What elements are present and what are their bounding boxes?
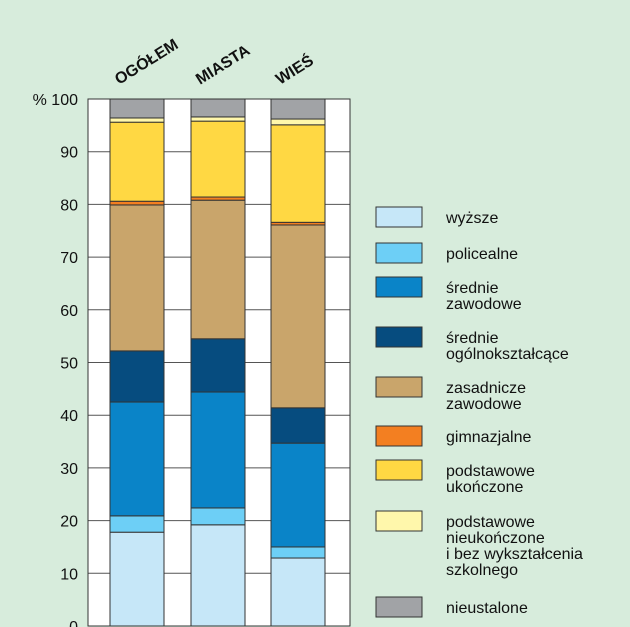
legend-swatch xyxy=(375,459,423,481)
bar-segment xyxy=(109,121,165,202)
bar-segment xyxy=(109,98,165,119)
legend-label: podstawowe ukończone xyxy=(446,463,535,496)
x-tick-label: OGÓŁEM xyxy=(111,35,181,89)
y-tick-label: 50 xyxy=(60,356,78,373)
x-tick-label: WIEŚ xyxy=(272,50,317,88)
legend-label: nieustalone xyxy=(446,600,528,617)
legend-label: średnie ogólnokształcące xyxy=(446,330,569,363)
y-tick-label: 80 xyxy=(60,197,78,214)
bar-segment xyxy=(190,120,246,198)
legend-swatch xyxy=(375,276,423,298)
y-tick-label: 10 xyxy=(60,566,78,583)
legend-swatch xyxy=(375,510,423,532)
bar-segment xyxy=(190,507,246,526)
legend-swatch xyxy=(375,596,423,618)
bar-segment xyxy=(270,224,326,409)
y-tick-label: 0 xyxy=(69,619,78,627)
legend-label: średnie zawodowe xyxy=(446,280,522,313)
bar-segment xyxy=(190,116,246,122)
legend-label: gimnazjalne xyxy=(446,429,531,446)
legend-label: wyższe xyxy=(445,210,499,227)
bar-segment xyxy=(190,199,246,340)
bar-segment xyxy=(109,401,165,517)
legend-label: policealne xyxy=(446,246,518,263)
bar-segment xyxy=(109,531,165,627)
y-tick-label: % 100 xyxy=(33,92,78,109)
bar-segment xyxy=(109,350,165,403)
legend-label: zasadnicze zawodowe xyxy=(446,380,526,413)
bar-segment xyxy=(109,200,165,206)
bar-segment xyxy=(109,117,165,123)
bar-segment xyxy=(109,515,165,533)
bar-segment xyxy=(109,204,165,352)
y-tick-label: 40 xyxy=(60,408,78,425)
y-tick-label: 30 xyxy=(60,461,78,478)
bar-segment xyxy=(270,546,326,559)
y-tick-label: 20 xyxy=(60,514,78,531)
y-tick-label: 60 xyxy=(60,303,78,320)
legend-swatch xyxy=(375,425,423,447)
bar-segment xyxy=(190,391,246,509)
bar-segment xyxy=(270,98,326,120)
bar-segment xyxy=(270,557,326,627)
legend-label: podstawowe nieukończone i bez wykształceni… xyxy=(446,514,583,579)
bar-segment xyxy=(270,442,326,548)
legend-swatch xyxy=(375,376,423,398)
y-tick-label: 70 xyxy=(60,250,78,267)
y-tick-label: 90 xyxy=(60,145,78,162)
bar-segment xyxy=(270,118,326,126)
legend-swatch xyxy=(375,206,423,228)
x-tick-label: MIASTA xyxy=(193,42,253,89)
bar-segment xyxy=(190,338,246,393)
plot-frame xyxy=(87,98,351,627)
legend-swatch xyxy=(375,242,423,264)
bar-segment xyxy=(270,124,326,223)
bar-segment xyxy=(190,98,246,118)
legend-swatch xyxy=(375,326,423,348)
bar-segment xyxy=(270,407,326,444)
bar-segment xyxy=(190,524,246,627)
